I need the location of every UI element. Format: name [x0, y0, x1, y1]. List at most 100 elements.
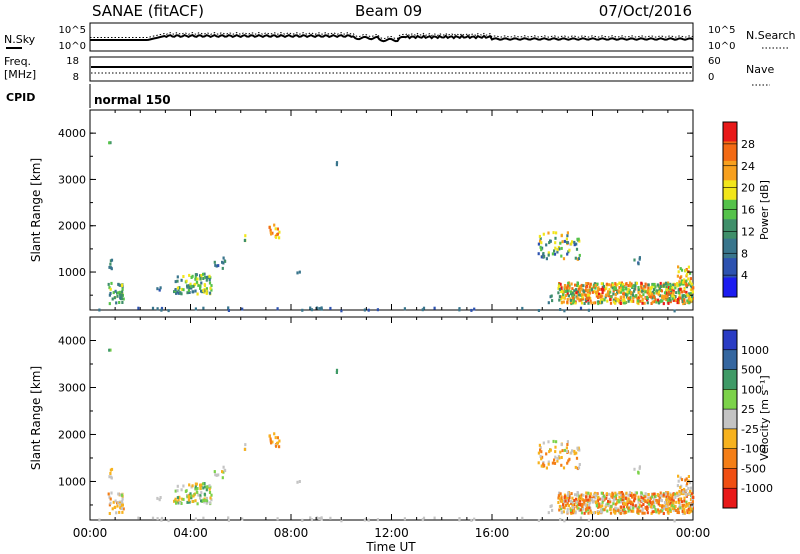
colorbar-swatch — [723, 349, 737, 371]
data-cell — [121, 290, 124, 294]
x-tick-label: 00:00 — [676, 526, 711, 540]
data-cell — [182, 497, 185, 501]
data-cell — [599, 298, 603, 302]
data-cell — [682, 492, 685, 496]
data-cell — [151, 516, 155, 520]
data-cell — [637, 286, 640, 289]
y-tick-label: 3000 — [58, 381, 86, 394]
data-cell — [672, 501, 675, 505]
data-cell — [623, 298, 626, 302]
nsky-tick-high: 10^5 — [59, 25, 86, 36]
data-cell — [537, 461, 540, 465]
data-cell — [551, 299, 554, 303]
data-cell — [122, 297, 125, 301]
data-cell — [553, 458, 556, 462]
data-cell — [683, 499, 686, 503]
data-cell — [587, 498, 590, 502]
data-cell — [597, 496, 600, 500]
data-cell — [688, 282, 691, 286]
data-cell — [574, 465, 577, 469]
data-cell — [173, 499, 176, 503]
y-tick-label: 4000 — [58, 334, 86, 347]
data-cell — [669, 508, 672, 512]
data-cell — [120, 293, 124, 297]
data-cell — [577, 297, 580, 301]
velocity-data-cells — [98, 348, 695, 523]
data-cell — [537, 309, 540, 312]
data-cell — [604, 293, 608, 297]
data-cell — [208, 487, 211, 491]
data-cell — [208, 501, 212, 505]
data-cell — [617, 500, 621, 504]
data-cell — [577, 446, 580, 450]
x-tick-label: 04:00 — [173, 526, 208, 540]
data-cell — [590, 301, 593, 305]
power-ylabel: Slant Range [km] — [29, 158, 43, 262]
data-cell — [200, 483, 203, 487]
data-cell — [547, 253, 550, 257]
data-cell — [613, 287, 616, 291]
data-cell — [683, 286, 686, 290]
data-cell — [677, 288, 680, 292]
data-cell — [663, 501, 667, 504]
data-cell — [595, 492, 598, 496]
data-cell — [584, 498, 587, 502]
data-cell — [666, 508, 669, 512]
data-cell — [560, 290, 564, 294]
data-cell — [581, 288, 584, 292]
data-cell — [599, 295, 602, 299]
data-cell — [318, 517, 321, 521]
data-cell — [539, 454, 542, 458]
data-cell — [567, 281, 570, 285]
data-cell — [641, 507, 644, 511]
data-cell — [559, 308, 562, 311]
data-cell — [649, 293, 652, 297]
data-cell — [200, 491, 203, 495]
data-cell — [588, 503, 591, 507]
data-cell — [603, 286, 606, 290]
data-cell — [309, 516, 312, 520]
data-cell — [367, 518, 370, 522]
data-cell — [611, 495, 614, 499]
data-cell — [650, 511, 653, 515]
data-cell — [667, 511, 670, 515]
data-cell — [421, 518, 424, 522]
data-cell — [618, 281, 621, 285]
nsearch-label: N.Search — [746, 29, 796, 42]
data-cell — [681, 504, 684, 507]
data-cell — [540, 457, 543, 461]
data-cell — [109, 287, 112, 291]
data-cell — [571, 294, 575, 298]
data-cell — [559, 241, 562, 245]
data-cell — [620, 295, 623, 299]
data-cell — [320, 517, 323, 521]
data-cell — [651, 283, 654, 287]
data-cell — [121, 301, 124, 304]
data-cell — [613, 495, 616, 499]
data-cell — [670, 497, 673, 501]
data-cell — [632, 493, 635, 497]
data-cell — [422, 516, 426, 520]
data-cell — [659, 299, 662, 303]
data-cell — [639, 509, 642, 513]
data-cell — [632, 284, 635, 288]
data-cell — [574, 256, 577, 260]
data-cell — [276, 436, 279, 440]
data-cell — [685, 274, 688, 278]
colorbar-swatch — [723, 122, 737, 142]
data-cell — [554, 241, 557, 245]
data-cell — [637, 299, 640, 303]
data-cell — [674, 509, 678, 512]
data-cell — [564, 290, 567, 293]
data-cell — [575, 456, 579, 460]
data-cell — [614, 511, 617, 515]
data-cell — [620, 505, 623, 509]
data-cell — [296, 480, 299, 484]
data-cell — [335, 371, 338, 374]
data-cell — [558, 298, 561, 302]
data-cell — [662, 493, 665, 497]
data-cell — [580, 287, 583, 291]
data-cell — [624, 502, 627, 506]
data-cell — [602, 288, 605, 291]
data-cell — [649, 503, 652, 506]
